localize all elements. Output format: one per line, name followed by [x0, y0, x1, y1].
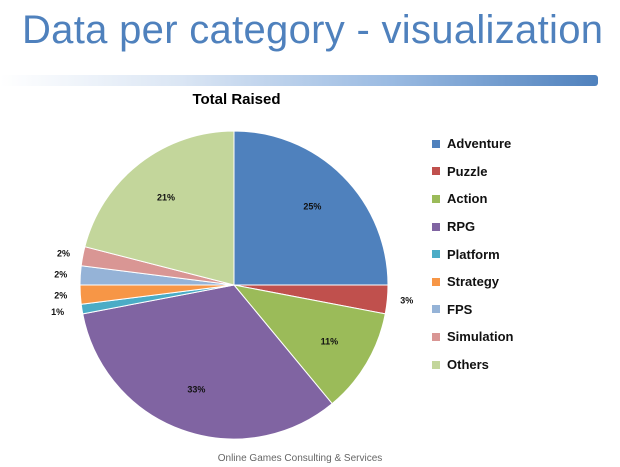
pie-slice-others [84, 130, 235, 286]
legend-swatch [432, 305, 440, 314]
pie-slice-action [232, 284, 386, 405]
data-label-fps: 2% [54, 270, 67, 280]
legend-label: RPG [447, 219, 476, 235]
data-label-rpg: 33% [187, 384, 205, 394]
slide-title: Data per category - visualization [22, 8, 604, 52]
legend-swatch [432, 360, 440, 369]
legend-swatch [432, 139, 440, 148]
data-label-others: 21% [157, 192, 175, 202]
legend-item-platform: Platform [432, 240, 513, 268]
legend-swatch [432, 277, 440, 286]
legend-label: Others [447, 357, 489, 373]
legend-swatch [432, 194, 440, 203]
data-label-adventure: 25% [303, 202, 321, 212]
legend-swatch [432, 332, 440, 341]
legend-label: Simulation [447, 329, 514, 345]
legend-item-simulation: Simulation [432, 323, 513, 351]
pie-slice-rpg [82, 284, 333, 440]
data-label-platform: 1% [51, 307, 64, 317]
legend-swatch [432, 167, 440, 176]
data-label-puzzle: 3% [400, 296, 413, 306]
legend-swatch [432, 222, 440, 231]
legend-item-rpg: RPG [432, 213, 513, 241]
data-label-strategy: 2% [54, 291, 67, 301]
data-label-action: 11% [321, 336, 339, 346]
legend-item-others: Others [432, 351, 513, 379]
legend-item-fps: FPS [432, 296, 513, 324]
legend-item-adventure: Adventure [432, 130, 513, 158]
legend-swatch [432, 250, 440, 259]
data-label-simulation: 2% [57, 249, 70, 259]
chart-legend: Adventure Puzzle Action RPG Platform Strategy… [432, 130, 513, 378]
legend-label: FPS [447, 301, 473, 317]
legend-item-strategy: Strategy [432, 268, 513, 296]
title-divider [0, 75, 598, 86]
chart-title: Total Raised [192, 91, 281, 108]
legend-label: Strategy [447, 274, 500, 290]
legend-label: Action [447, 191, 488, 207]
legend-item-puzzle: Puzzle [432, 158, 513, 186]
legend-label: Adventure [447, 136, 512, 152]
pie-slice-adventure [233, 130, 389, 286]
legend-label: Puzzle [447, 163, 488, 179]
legend-label: Platform [447, 246, 500, 262]
footer-text: Online Games Consulting & Services [217, 453, 383, 464]
legend-item-action: Action [432, 185, 513, 213]
